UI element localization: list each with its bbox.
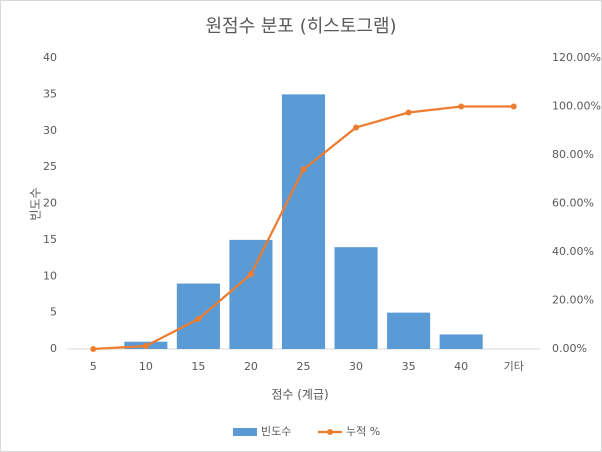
bar <box>281 94 326 349</box>
bar <box>334 247 378 349</box>
y-tick-label: 35 <box>43 87 57 100</box>
legend-label: 누적 % <box>346 425 380 438</box>
bar <box>229 239 273 349</box>
y2-tick-label: 0.00% <box>552 342 587 355</box>
chart-title: 원점수 분포 (히스토그램) <box>205 16 396 37</box>
line-marker <box>195 316 202 323</box>
y2-tick-label: 40.00% <box>552 245 594 258</box>
x-tick-label: 40 <box>454 360 468 373</box>
line-marker <box>458 103 465 110</box>
line-marker <box>300 166 307 173</box>
bar <box>439 334 483 349</box>
line-marker <box>405 109 412 116</box>
line-marker <box>353 124 360 131</box>
y-tick-label: 20 <box>43 197 57 210</box>
y-tick-label: 10 <box>43 269 57 282</box>
y-tick-label: 0 <box>50 342 57 355</box>
y-tick-label: 40 <box>43 51 57 64</box>
line-marker <box>247 271 254 278</box>
y-tick-label: 5 <box>50 306 57 319</box>
x-tick-label: 5 <box>90 360 97 373</box>
legend-label: 빈도수 <box>261 425 291 438</box>
legend-marker <box>327 429 333 435</box>
y-tick-label: 25 <box>43 160 57 173</box>
legend-swatch <box>233 428 257 436</box>
line-marker <box>510 103 517 110</box>
x-tick-label: 25 <box>297 360 311 373</box>
y-axis-title: 빈도수 <box>29 187 43 220</box>
x-tick-label: 30 <box>349 360 363 373</box>
y2-tick-label: 80.00% <box>552 148 594 161</box>
x-tick-label: 15 <box>191 360 205 373</box>
x-tick-label: 20 <box>244 360 258 373</box>
y2-tick-label: 20.00% <box>552 294 594 307</box>
line-marker <box>142 343 149 350</box>
y-tick-label: 30 <box>43 124 57 137</box>
x-axis-title: 점수 (계급) <box>271 388 328 402</box>
x-tick-label: 10 <box>139 360 153 373</box>
y2-tick-label: 60.00% <box>552 197 594 210</box>
y2-tick-label: 120.00% <box>552 51 601 64</box>
x-tick-label: 기타 <box>504 360 524 373</box>
y-tick-label: 15 <box>43 233 57 246</box>
x-tick-label: 35 <box>402 360 416 373</box>
line-marker <box>90 346 97 352</box>
y2-tick-label: 100.00% <box>552 100 601 113</box>
bar <box>387 312 431 349</box>
